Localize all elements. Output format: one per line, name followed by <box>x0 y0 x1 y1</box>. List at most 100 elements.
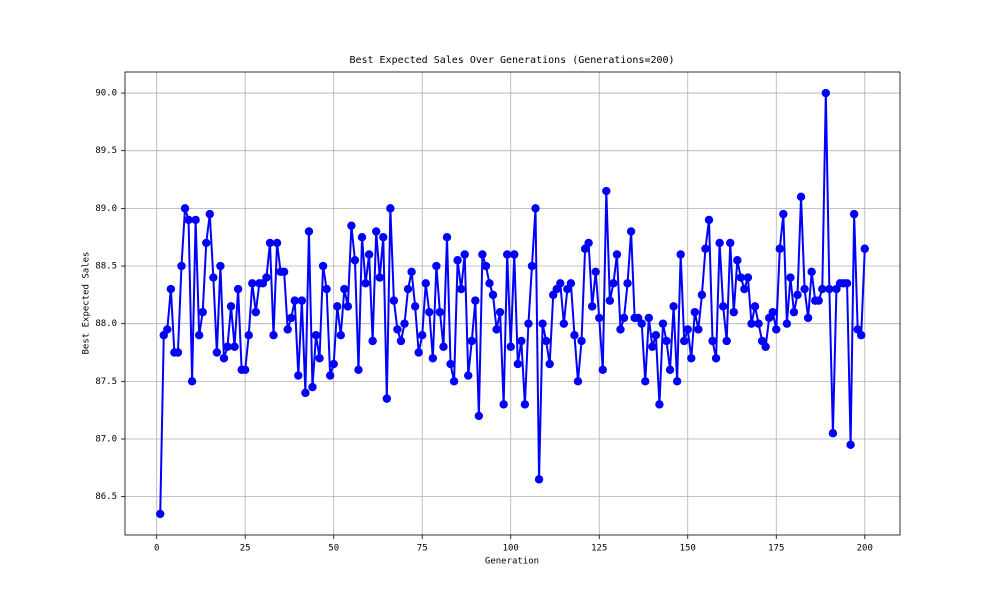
point <box>379 232 388 242</box>
point <box>534 475 544 484</box>
point <box>212 348 222 357</box>
point <box>248 279 257 288</box>
point <box>711 354 721 363</box>
x-tick-label: 0 <box>154 544 159 554</box>
point <box>223 342 232 351</box>
point <box>240 365 250 375</box>
point <box>371 227 381 236</box>
point <box>198 307 207 317</box>
point <box>421 279 430 288</box>
point <box>389 296 399 305</box>
x-tick-label: 175 <box>768 544 784 554</box>
point <box>623 279 632 288</box>
point <box>495 307 505 317</box>
point <box>602 186 611 196</box>
point <box>283 325 292 334</box>
point <box>361 279 370 288</box>
point <box>354 365 363 375</box>
point <box>184 215 193 225</box>
point <box>272 238 282 248</box>
point <box>718 302 728 311</box>
point <box>616 325 625 334</box>
point <box>262 273 271 282</box>
x-tick-label: 150 <box>680 544 696 554</box>
point <box>478 250 487 259</box>
point <box>269 331 278 340</box>
chart-title: Best Expected Sales Over Generations (Ge… <box>349 55 674 66</box>
x-tick-label: 75 <box>417 544 428 554</box>
point <box>428 354 438 363</box>
point <box>407 267 416 276</box>
point <box>545 359 554 369</box>
point <box>506 342 515 351</box>
point <box>297 296 307 305</box>
point <box>587 302 597 311</box>
point <box>821 88 831 98</box>
point <box>570 331 579 340</box>
point <box>481 261 491 271</box>
point <box>510 250 519 259</box>
point <box>556 279 565 288</box>
point <box>435 307 445 317</box>
point <box>566 279 576 288</box>
point <box>471 296 480 305</box>
point <box>425 307 434 317</box>
point <box>541 336 551 346</box>
point <box>626 227 636 236</box>
point <box>690 307 700 317</box>
point <box>644 313 654 323</box>
point <box>322 284 331 294</box>
x-axis-label: Generation <box>485 557 539 567</box>
point <box>343 302 353 311</box>
point <box>279 267 289 276</box>
point <box>499 400 508 409</box>
point <box>683 325 692 334</box>
point <box>464 371 473 380</box>
y-tick-label: 88.0 <box>95 319 117 329</box>
point <box>308 382 317 392</box>
point <box>598 365 607 375</box>
point <box>251 307 261 317</box>
point <box>329 359 338 369</box>
point <box>166 284 176 294</box>
point <box>357 232 367 242</box>
point <box>538 319 547 328</box>
point <box>857 331 866 340</box>
point <box>226 302 236 311</box>
point <box>294 371 303 380</box>
point <box>513 359 523 369</box>
point <box>485 279 494 288</box>
point <box>517 336 526 346</box>
point <box>577 336 586 346</box>
point <box>375 273 384 282</box>
point <box>793 290 802 300</box>
point <box>665 365 675 375</box>
point <box>701 244 710 253</box>
point <box>219 354 229 363</box>
point <box>205 209 214 219</box>
point <box>453 256 462 265</box>
point <box>637 319 646 328</box>
point <box>460 250 469 259</box>
point <box>818 284 827 294</box>
x-tick-label: 25 <box>240 544 251 554</box>
point <box>209 273 218 282</box>
point <box>265 238 275 248</box>
point <box>325 371 335 380</box>
point <box>605 296 615 305</box>
point <box>655 400 664 409</box>
point <box>446 359 455 369</box>
point <box>761 342 770 351</box>
point <box>449 377 459 386</box>
point <box>492 325 501 334</box>
point <box>364 250 374 259</box>
point <box>382 394 392 403</box>
point <box>715 238 724 248</box>
point <box>216 261 225 271</box>
y-tick-label: 89.0 <box>95 204 117 214</box>
point <box>333 302 342 311</box>
point <box>311 331 321 340</box>
x-tick-label: 100 <box>503 544 519 554</box>
point <box>800 284 809 294</box>
